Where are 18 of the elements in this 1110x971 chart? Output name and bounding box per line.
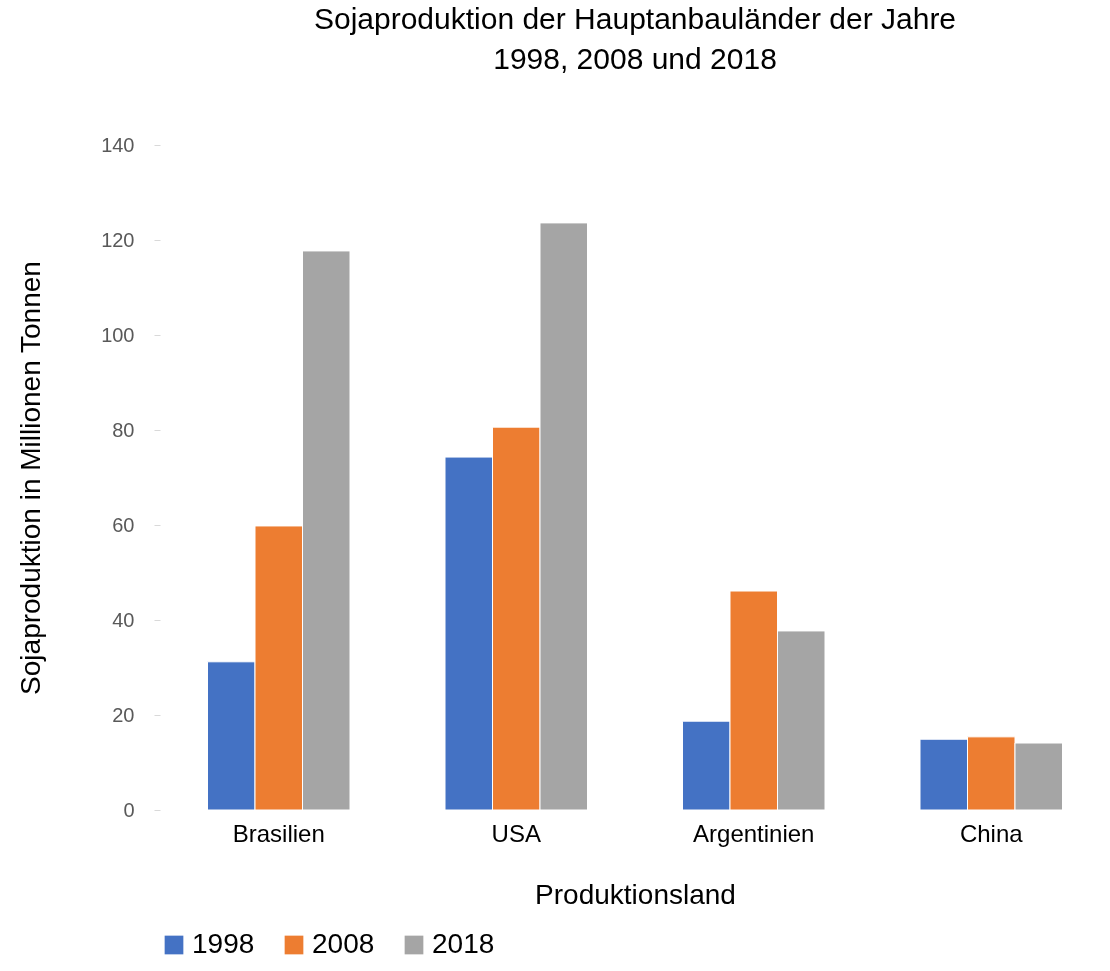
y-tick-label: 120: [101, 228, 135, 251]
y-tick-label: 100: [101, 323, 135, 346]
x-tick-label: Argentinien: [693, 819, 815, 847]
y-tick-label: 40: [112, 608, 135, 631]
legend-label: 1998: [192, 928, 255, 959]
x-tick-label: Brasilien: [232, 819, 325, 847]
x-tick-label: China: [959, 819, 1024, 847]
y-axis-title: Sojaproduktion in Millionen Tonnen: [15, 261, 47, 695]
y-tick-label: 80: [112, 418, 135, 441]
legend-label: 2018: [432, 928, 495, 959]
chart-title: Sojaproduktion der Hauptanbauländer der Jahre 1998, 2008 und 2018: [313, 2, 957, 75]
y-tick-label: 140: [101, 133, 135, 156]
y-tick-label: 20: [112, 703, 135, 726]
x-tick-label: USA: [491, 819, 541, 847]
legend-label: 2008: [312, 928, 375, 959]
y-tick-label: 60: [112, 513, 135, 536]
y-tick-label: 0: [123, 798, 135, 821]
x-axis-title: Produktionsland: [535, 878, 736, 910]
